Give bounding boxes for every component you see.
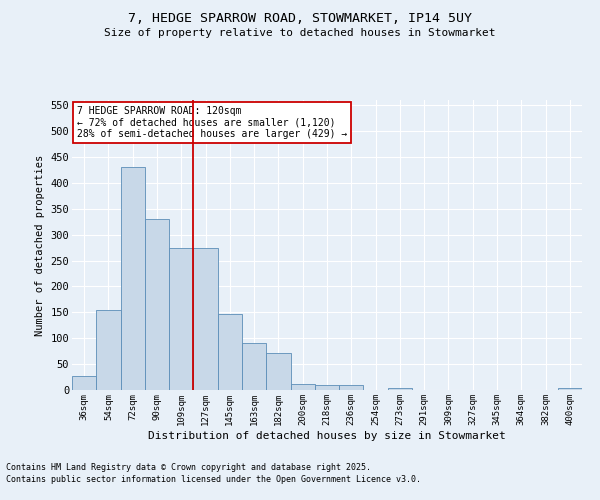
Bar bbox=[193, 248, 218, 390]
Text: Contains HM Land Registry data © Crown copyright and database right 2025.: Contains HM Land Registry data © Crown c… bbox=[6, 464, 371, 472]
Y-axis label: Number of detached properties: Number of detached properties bbox=[35, 154, 45, 336]
Bar bbox=[290, 384, 315, 390]
Text: 7, HEDGE SPARROW ROAD, STOWMARKET, IP14 5UY: 7, HEDGE SPARROW ROAD, STOWMARKET, IP14 … bbox=[128, 12, 472, 26]
Bar bbox=[96, 310, 121, 390]
Bar bbox=[266, 352, 290, 390]
Bar bbox=[218, 314, 242, 390]
Bar bbox=[339, 385, 364, 390]
Bar bbox=[169, 248, 193, 390]
Bar bbox=[145, 219, 169, 390]
Bar bbox=[558, 388, 582, 390]
Bar bbox=[315, 385, 339, 390]
Text: 7 HEDGE SPARROW ROAD: 120sqm
← 72% of detached houses are smaller (1,120)
28% of: 7 HEDGE SPARROW ROAD: 120sqm ← 72% of de… bbox=[77, 106, 347, 139]
X-axis label: Distribution of detached houses by size in Stowmarket: Distribution of detached houses by size … bbox=[148, 430, 506, 440]
Bar bbox=[72, 376, 96, 390]
Bar bbox=[388, 388, 412, 390]
Text: Contains public sector information licensed under the Open Government Licence v3: Contains public sector information licen… bbox=[6, 475, 421, 484]
Text: Size of property relative to detached houses in Stowmarket: Size of property relative to detached ho… bbox=[104, 28, 496, 38]
Bar bbox=[121, 168, 145, 390]
Bar bbox=[242, 344, 266, 390]
